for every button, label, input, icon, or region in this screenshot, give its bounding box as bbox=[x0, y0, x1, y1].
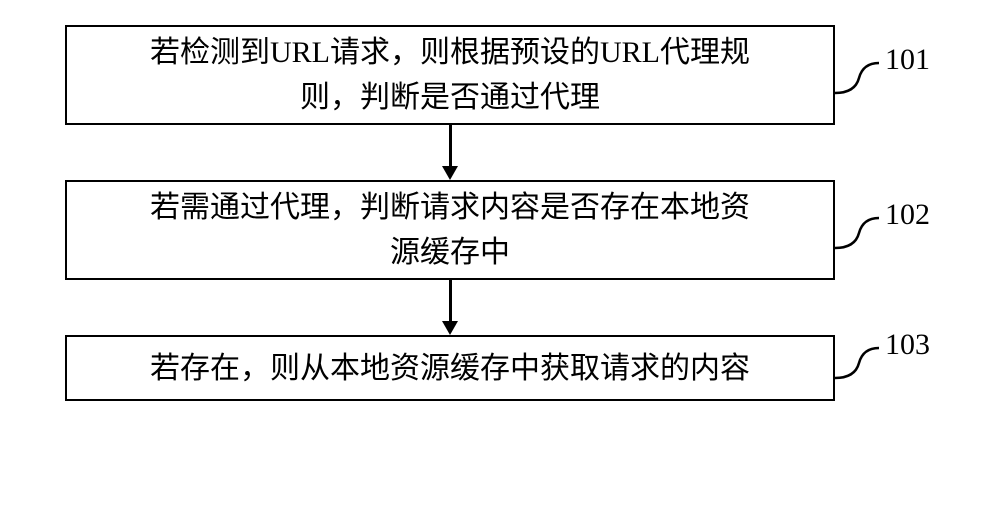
step-label-103: 103 bbox=[885, 328, 930, 362]
step-text-line: 若需通过代理，判断请求内容是否存在本地资 bbox=[150, 191, 750, 224]
connector-line bbox=[449, 280, 452, 322]
flow-step-101: 若检测到URL请求，则根据预设的URL代理规 则，判断是否通过代理 bbox=[65, 25, 835, 125]
callout-curve-103 bbox=[835, 345, 879, 381]
flow-step-103: 若存在，则从本地资源缓存中获取请求的内容 bbox=[65, 335, 835, 401]
callout-curve-101 bbox=[835, 60, 879, 96]
flow-step-102: 若需通过代理，判断请求内容是否存在本地资 源缓存中 bbox=[65, 180, 835, 280]
connector-line bbox=[449, 125, 452, 167]
arrow-head bbox=[442, 321, 458, 335]
step-label-102: 102 bbox=[885, 198, 930, 232]
callout-curve-102 bbox=[835, 215, 879, 251]
step-text-line: 则，判断是否通过代理 bbox=[300, 81, 600, 114]
step-label-101: 101 bbox=[885, 43, 930, 77]
step-text-line: 若存在，则从本地资源缓存中获取请求的内容 bbox=[150, 352, 750, 385]
arrow-head bbox=[442, 166, 458, 180]
step-text-line: 若检测到URL请求，则根据预设的URL代理规 bbox=[150, 36, 750, 69]
step-text-line: 源缓存中 bbox=[390, 236, 510, 269]
